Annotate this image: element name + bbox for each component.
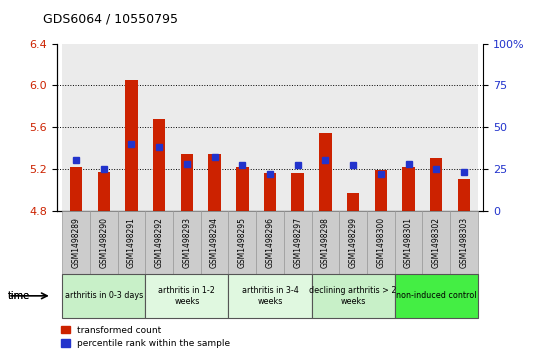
Text: GSM1498299: GSM1498299 <box>349 217 357 268</box>
Bar <box>395 211 422 274</box>
Bar <box>62 44 90 211</box>
Text: GSM1498300: GSM1498300 <box>376 217 386 268</box>
Text: non-induced control: non-induced control <box>396 291 476 300</box>
Bar <box>256 44 284 211</box>
Bar <box>312 44 339 211</box>
Text: GSM1498293: GSM1498293 <box>183 217 191 268</box>
Bar <box>367 44 395 211</box>
Bar <box>430 158 442 211</box>
Bar <box>90 44 118 211</box>
Bar <box>395 44 422 211</box>
Bar <box>402 167 415 211</box>
Bar <box>450 44 478 211</box>
Bar <box>319 133 332 211</box>
Bar <box>422 211 450 274</box>
Bar <box>118 44 145 211</box>
Text: declining arthritis > 2
weeks: declining arthritis > 2 weeks <box>309 286 397 306</box>
Bar <box>153 119 165 211</box>
Bar <box>395 274 478 318</box>
Text: GSM1498301: GSM1498301 <box>404 217 413 268</box>
Bar <box>62 211 90 274</box>
Text: GSM1498296: GSM1498296 <box>266 217 274 268</box>
Bar <box>145 44 173 211</box>
Text: GSM1498291: GSM1498291 <box>127 217 136 268</box>
Bar <box>228 44 256 211</box>
Bar <box>90 211 118 274</box>
Bar <box>284 44 312 211</box>
Text: GSM1498303: GSM1498303 <box>460 217 468 268</box>
Bar <box>312 274 395 318</box>
Bar <box>208 154 221 211</box>
Text: GSM1498289: GSM1498289 <box>72 217 80 268</box>
Bar <box>292 173 304 211</box>
Legend: transformed count, percentile rank within the sample: transformed count, percentile rank withi… <box>61 326 231 348</box>
Text: arthritis in 0-3 days: arthritis in 0-3 days <box>65 291 143 300</box>
Bar <box>375 170 387 211</box>
Text: GDS6064 / 10550795: GDS6064 / 10550795 <box>43 13 178 26</box>
Bar <box>181 154 193 211</box>
Bar <box>118 211 145 274</box>
Bar <box>450 211 478 274</box>
Bar <box>312 211 339 274</box>
Text: GSM1498294: GSM1498294 <box>210 217 219 268</box>
Text: GSM1498302: GSM1498302 <box>431 217 441 268</box>
Bar <box>347 193 359 211</box>
Text: GSM1498298: GSM1498298 <box>321 217 330 268</box>
Text: time: time <box>8 291 30 301</box>
Text: GSM1498290: GSM1498290 <box>99 217 109 268</box>
Bar <box>339 211 367 274</box>
Text: arthritis in 1-2
weeks: arthritis in 1-2 weeks <box>158 286 215 306</box>
Bar <box>62 274 145 318</box>
Bar <box>422 44 450 211</box>
Text: GSM1498292: GSM1498292 <box>154 217 164 268</box>
Bar <box>145 274 228 318</box>
Bar <box>284 211 312 274</box>
Text: GSM1498297: GSM1498297 <box>293 217 302 268</box>
Bar <box>145 211 173 274</box>
Bar <box>458 179 470 211</box>
Bar <box>339 44 367 211</box>
Bar <box>70 167 82 211</box>
Text: arthritis in 3-4
weeks: arthritis in 3-4 weeks <box>241 286 299 306</box>
Text: time: time <box>8 291 30 301</box>
Bar <box>201 44 228 211</box>
Bar <box>367 211 395 274</box>
Bar <box>228 211 256 274</box>
Bar <box>264 173 276 211</box>
Text: GSM1498295: GSM1498295 <box>238 217 247 268</box>
Bar <box>173 44 201 211</box>
Bar <box>228 274 312 318</box>
Bar <box>98 172 110 211</box>
Bar <box>173 211 201 274</box>
Bar <box>125 80 138 211</box>
Bar <box>236 167 248 211</box>
Bar <box>256 211 284 274</box>
Bar <box>201 211 228 274</box>
